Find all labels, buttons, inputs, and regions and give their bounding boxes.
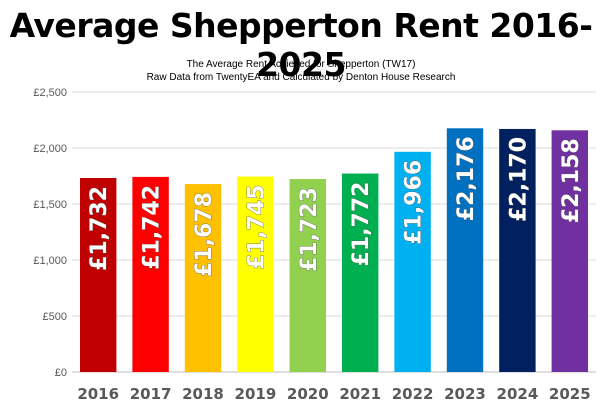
chart-title: Average Shepperton Rent 2016-2025 [9, 6, 593, 84]
data-label: £1,772 [349, 182, 374, 267]
x-tick-label: 2020 [287, 385, 329, 403]
x-tick-label: 2018 [182, 385, 224, 403]
data-label: £2,176 [454, 136, 479, 221]
bars [79, 128, 589, 372]
x-tick-label: 2024 [497, 385, 539, 403]
data-label: £1,723 [297, 187, 322, 272]
bar-2019 [237, 176, 274, 372]
x-tick-label: 2025 [549, 385, 591, 403]
y-tick-label: £2,000 [33, 143, 67, 155]
bar-2021 [341, 173, 379, 372]
y-tick-label: £2,500 [33, 87, 67, 99]
bar-2018 [184, 184, 222, 372]
chart-subtitle-line-1: The Average Rent Achieved for Shepperton… [186, 59, 416, 70]
data-labels: £1,732 £1,742 £1,678 £1,745 £1,723 £1,772 £1,9… [87, 136, 584, 277]
x-tick-label: 2017 [130, 385, 172, 403]
y-axis-ticks: £0 £500 £1,000 £1,500 £2,000 £2,500 [33, 87, 67, 379]
x-tick-label: 2022 [392, 385, 434, 403]
data-label: £1,966 [402, 160, 427, 245]
bar-2020 [289, 179, 327, 372]
x-tick-label: 2016 [77, 385, 119, 403]
data-label: £2,158 [559, 138, 584, 223]
x-axis-ticks: 2016 2017 2018 2019 2020 2021 2022 2023 2024 2025 [77, 385, 590, 403]
bar-2016 [79, 178, 117, 372]
data-label: £1,742 [140, 185, 165, 270]
data-label: £1,678 [192, 192, 217, 277]
y-tick-label: £0 [55, 367, 67, 379]
bar-2025 [551, 130, 589, 372]
bar-2022 [394, 151, 431, 372]
chart-subtitle-line-2: Raw Data from TwentyEA and Calculated by… [146, 72, 456, 83]
x-tick-label: 2021 [339, 385, 381, 403]
data-label: £1,732 [87, 186, 112, 271]
bar-2023 [446, 128, 484, 372]
bar-2024 [499, 128, 536, 372]
x-tick-label: 2019 [235, 385, 277, 403]
y-tick-label: £1,000 [33, 255, 67, 267]
data-label: £1,745 [244, 185, 269, 270]
bar-2017 [132, 176, 169, 372]
y-tick-label: £1,500 [33, 199, 67, 211]
data-label: £2,170 [506, 137, 531, 222]
y-tick-label: £500 [43, 311, 67, 323]
x-tick-label: 2023 [444, 385, 486, 403]
